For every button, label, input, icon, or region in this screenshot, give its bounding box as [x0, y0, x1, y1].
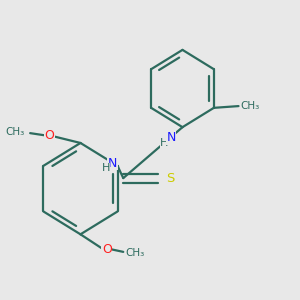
Text: O: O	[102, 243, 112, 256]
Text: H: H	[160, 138, 169, 148]
Text: O: O	[45, 129, 55, 142]
Text: H: H	[101, 164, 110, 173]
Text: CH₃: CH₃	[5, 128, 25, 137]
Text: N: N	[107, 157, 117, 170]
Text: CH₃: CH₃	[126, 248, 145, 258]
Text: S: S	[166, 172, 175, 184]
Text: CH₃: CH₃	[240, 101, 260, 111]
Text: N: N	[166, 131, 176, 144]
